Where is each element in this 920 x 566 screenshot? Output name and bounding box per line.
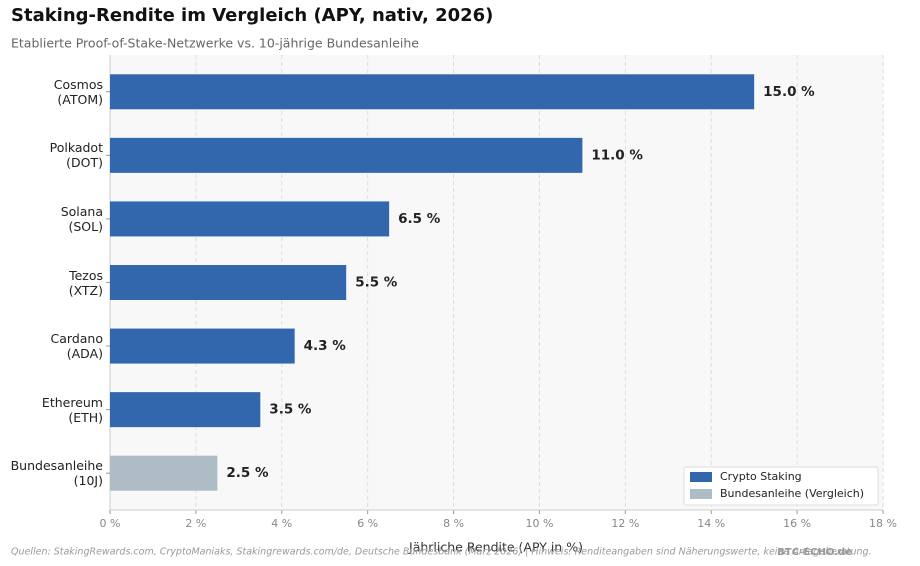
bar [110, 455, 218, 491]
legend-label: Crypto Staking [720, 470, 802, 483]
x-tick-label: 10 % [525, 517, 553, 530]
value-label: 11.0 % [591, 147, 643, 163]
legend-label: Bundesanleihe (Vergleich) [720, 487, 864, 500]
y-tick-label: Ethereum (ETH) [41, 394, 103, 425]
value-label: 4.3 % [304, 338, 347, 354]
x-tick-label: 2 % [185, 517, 206, 530]
bar [110, 392, 261, 428]
value-label: 2.5 % [226, 465, 269, 481]
x-tick-label: 8 % [443, 517, 464, 530]
chart-title: Staking-Rendite im Vergleich (APY, nativ… [11, 5, 493, 26]
bar [110, 201, 390, 237]
source-note: Quellen: StakingRewards.com, CryptoMania… [11, 547, 872, 558]
watermark: BTC-ECHO.de [777, 547, 852, 558]
x-tick-label: 4 % [271, 517, 292, 530]
x-tick-label: 16 % [783, 517, 811, 530]
legend-box [683, 466, 879, 506]
y-tick-label: Bundesanleihe (10J) [10, 458, 103, 489]
bar [110, 265, 347, 300]
bar [110, 328, 295, 364]
y-tick-label: Tezos (XTZ) [68, 267, 103, 298]
value-label: 5.5 % [355, 275, 398, 291]
x-tick-label: 6 % [357, 517, 378, 530]
value-label: 15.0 % [763, 84, 815, 100]
y-tick-label: Polkadot (DOT) [49, 140, 103, 171]
legend-swatch [690, 489, 712, 499]
x-tick-label: 0 % [100, 517, 121, 530]
x-axis-label: Jährliche Rendite (APY in %) [408, 540, 583, 555]
bar [110, 137, 583, 173]
value-label: 6.5 % [398, 211, 441, 227]
legend-swatch [690, 472, 712, 482]
value-label: 3.5 % [269, 402, 312, 418]
bar [110, 74, 755, 110]
x-tick-label: 14 % [697, 517, 725, 530]
x-tick-label: 12 % [611, 517, 639, 530]
x-tick-label: 18 % [869, 517, 897, 530]
y-tick-label: Cardano (ADA) [50, 331, 103, 362]
y-tick-label: Solana (SOL) [60, 203, 103, 234]
chart-subtitle: Etablierte Proof-of-Stake-Netzwerke vs. … [11, 36, 419, 51]
y-tick-label: Cosmos (ATOM) [53, 76, 103, 107]
